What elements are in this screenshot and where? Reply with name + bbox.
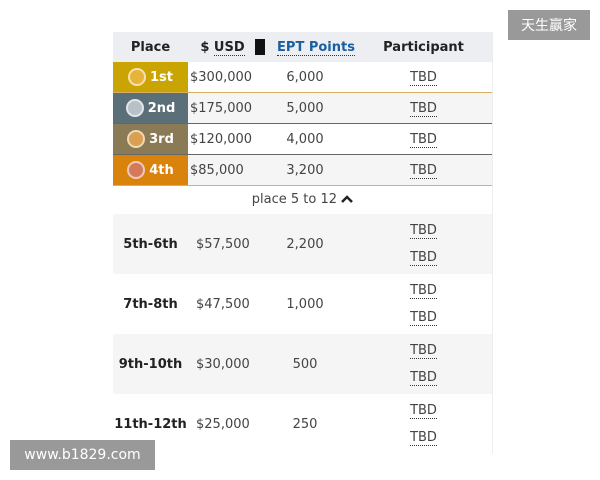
participant-link[interactable]: TBD <box>410 162 437 179</box>
participant-cell: TBD <box>355 131 492 148</box>
points-cell: 250 <box>292 416 318 432</box>
participant-link[interactable]: TBD <box>410 283 437 299</box>
table-row: 9th-10th $30,000 500 TBD TBD <box>113 334 492 394</box>
points-cell: 6,000 <box>286 69 324 85</box>
medal-icon <box>127 130 146 148</box>
place-cell: 5th-6th <box>123 236 178 252</box>
header-participant: Participant <box>383 39 464 55</box>
usd-cell: $57,500 <box>196 236 250 252</box>
place-cell: 4th <box>113 155 188 185</box>
table-row: 3rd $120,000 4,000 TBD <box>113 124 492 155</box>
participant-cell: TBD TBD <box>355 403 492 446</box>
medal-icon <box>128 68 146 86</box>
usd-abbr: USD <box>213 39 245 56</box>
table-row: 2nd $175,000 5,000 TBD <box>113 93 492 124</box>
watermark-top: 天生赢家 <box>508 10 590 40</box>
participant-cell: TBD <box>355 100 492 117</box>
points-cell: 5,000 <box>286 100 324 116</box>
place-label: 1st <box>150 69 173 85</box>
usd-cell: $30,000 <box>196 356 250 372</box>
header-place: Place <box>130 39 171 55</box>
participant-link[interactable]: TBD <box>410 223 437 239</box>
medal-icon <box>125 99 144 117</box>
participant-cell: TBD TBD <box>355 283 492 326</box>
usd-cell: $175,000 <box>190 100 253 116</box>
participant-link[interactable]: TBD <box>410 250 437 266</box>
place-cell: 1st <box>113 62 188 92</box>
participant-cell: TBD <box>355 162 492 179</box>
participant-link[interactable]: TBD <box>410 343 437 359</box>
usd-cell: $25,000 <box>196 416 250 432</box>
place-cell: 3rd <box>113 124 188 154</box>
usd-cell: $85,000 <box>190 162 244 178</box>
place-label: 3rd <box>149 131 174 147</box>
payout-table: Place $ USD EPT Points Participant 1st $… <box>113 32 493 454</box>
place-cell: 2nd <box>113 93 188 123</box>
place-5-to-12-toggle[interactable]: place 5 to 12 <box>113 186 492 214</box>
participant-link[interactable]: TBD <box>410 310 437 326</box>
usd-prefix: $ <box>200 39 210 55</box>
points-cell: 1,000 <box>286 296 324 312</box>
participant-cell: TBD TBD <box>355 343 492 386</box>
participant-link[interactable]: TBD <box>410 100 437 117</box>
participant-cell: TBD <box>355 69 492 86</box>
participant-link[interactable]: TBD <box>410 69 437 86</box>
watermark-bottom: www.b1829.com <box>10 440 155 470</box>
table-row: 11th-12th $25,000 250 TBD TBD <box>113 394 492 454</box>
header-points: EPT Points <box>255 39 355 56</box>
usd-cell: $120,000 <box>190 131 253 147</box>
header-usd: $ USD <box>188 39 255 56</box>
toggle-label: place 5 to 12 <box>251 192 338 207</box>
place-cell: 7th-8th <box>123 296 178 312</box>
table-header: Place $ USD EPT Points Participant <box>113 32 492 62</box>
place-cell: 11th-12th <box>114 416 187 432</box>
participant-link[interactable]: TBD <box>410 370 437 386</box>
place-label: 2nd <box>147 100 176 116</box>
ept-points-link[interactable]: EPT Points <box>277 39 355 56</box>
participant-link[interactable]: TBD <box>410 131 437 148</box>
participant-link[interactable]: TBD <box>410 403 437 419</box>
points-cell: 4,000 <box>286 131 324 147</box>
table-row: 7th-8th $47,500 1,000 TBD TBD <box>113 274 492 334</box>
points-cell: 500 <box>292 356 318 372</box>
table-row: 4th $85,000 3,200 TBD <box>113 155 492 186</box>
chevron-up-icon <box>341 192 354 207</box>
participant-link[interactable]: TBD <box>410 430 437 446</box>
place-label: 4th <box>149 162 174 178</box>
ept-logo-icon <box>255 39 266 55</box>
table-row: 5th-6th $57,500 2,200 TBD TBD <box>113 214 492 274</box>
table-row: 1st $300,000 6,000 TBD <box>113 62 492 93</box>
participant-cell: TBD TBD <box>355 223 492 266</box>
place-cell: 9th-10th <box>118 356 183 372</box>
medal-icon <box>127 161 146 179</box>
points-cell: 3,200 <box>286 162 324 178</box>
usd-cell: $300,000 <box>190 69 253 85</box>
usd-cell: $47,500 <box>196 296 250 312</box>
points-cell: 2,200 <box>286 236 324 252</box>
